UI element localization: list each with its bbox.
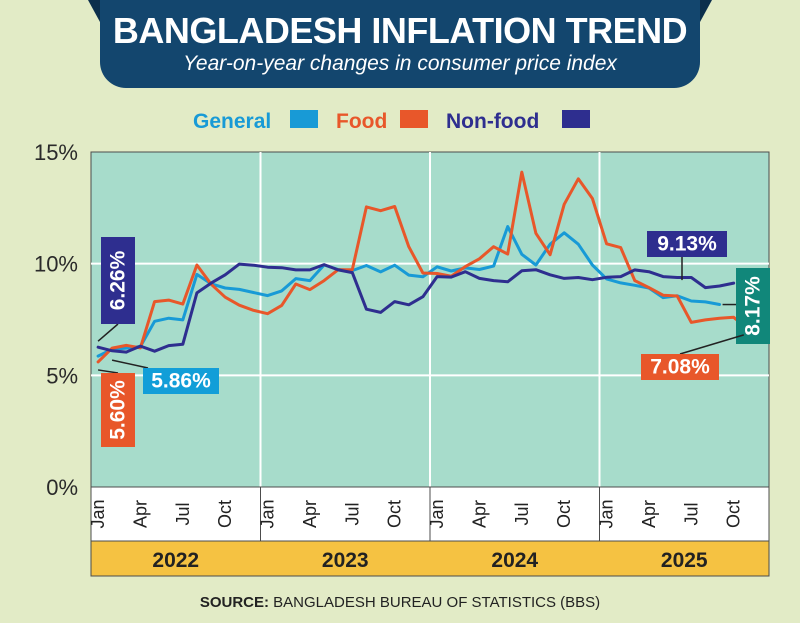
banner-fold-left <box>88 0 100 22</box>
callout-box <box>647 231 727 257</box>
month-tick-label: Apr <box>469 500 489 528</box>
month-tick-label: Jan <box>88 499 108 528</box>
month-tick-label: Oct <box>385 500 405 528</box>
y-tick-label: 10% <box>34 252 78 277</box>
legend-nonfood-swatch <box>562 110 590 128</box>
month-tick-label: Oct <box>724 500 744 528</box>
year-label: 2023 <box>322 549 369 572</box>
month-tick-label: Apr <box>130 500 150 528</box>
legend-general-label: General <box>193 110 271 133</box>
year-band-background <box>90 540 770 577</box>
callout-leader <box>97 323 119 342</box>
source-label: SOURCE: <box>199 594 269 611</box>
legend-food-swatch <box>400 110 428 128</box>
callout-value: 5.86% <box>151 370 211 393</box>
month-tick-label: Jan <box>597 499 617 528</box>
callout-leader <box>97 369 119 374</box>
callout-value: 6.26% <box>107 250 130 310</box>
month-tick-label: Jul <box>681 502 701 525</box>
series-lines <box>96 170 750 364</box>
year-band: 2022 2023 2024 2025 <box>90 540 770 577</box>
y-tick-label: 15% <box>34 140 78 165</box>
legend-nonfood-label: Non-food <box>446 110 539 133</box>
y-axis-labels: 0% 5% 10% 15% <box>34 140 78 500</box>
year-label: 2025 <box>661 549 708 572</box>
month-tick-label: Jul <box>512 502 532 525</box>
source-note: SOURCE: BANGLADESH BUREAU OF STATISTICS … <box>0 594 800 611</box>
banner-fold-right <box>700 0 712 22</box>
month-tick-label: Jan <box>258 499 278 528</box>
value-callouts: 6.26% 5.60% 5.86% 9.13% 8.17% 7.08% <box>97 231 770 447</box>
month-tick-label: Jul <box>173 502 193 525</box>
callout-box <box>101 237 135 324</box>
month-tick-label: Oct <box>554 500 574 528</box>
year-label: 2022 <box>152 549 199 572</box>
callout-box <box>641 354 719 380</box>
source-text: BANGLADESH BUREAU OF STATISTICS (BBS) <box>273 594 601 611</box>
callout-box <box>736 268 770 344</box>
month-tick-label: Jul <box>342 502 362 525</box>
title-banner: BANGLADESH INFLATION TREND Year-on-year … <box>88 0 712 88</box>
callout-value: 9.13% <box>657 233 717 256</box>
month-tick-label: Apr <box>300 500 320 528</box>
series-line-nonfood <box>96 262 736 354</box>
month-tick-label: Apr <box>639 500 659 528</box>
y-tick-label: 0% <box>46 475 78 500</box>
legend: General Food Non-food <box>193 110 590 133</box>
callout-value: 8.17% <box>742 276 765 336</box>
month-tick-label: Oct <box>215 500 235 528</box>
callout-box <box>143 368 219 394</box>
chart-subtitle: Year-on-year changes in consumer price i… <box>183 52 617 75</box>
callout-box <box>101 373 135 447</box>
legend-general-swatch <box>290 110 318 128</box>
callout-leader <box>679 334 745 355</box>
y-tick-label: 5% <box>46 363 78 388</box>
month-tick-label: Jan <box>427 499 447 528</box>
year-label: 2024 <box>491 549 538 572</box>
chart-title: BANGLADESH INFLATION TREND <box>112 10 688 51</box>
callout-leader <box>111 359 149 369</box>
callout-value: 7.08% <box>650 356 710 379</box>
series-line-food <box>96 170 750 364</box>
callout-value: 5.60% <box>107 380 130 440</box>
series-line-general <box>96 225 722 358</box>
legend-food-label: Food <box>336 110 387 133</box>
